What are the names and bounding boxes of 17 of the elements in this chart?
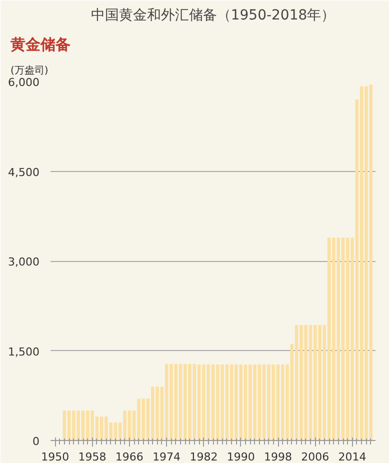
x-tick-label: 1950 [41, 450, 70, 463]
y-tick-label: 3,000 [8, 256, 40, 268]
x-tick-label: 1974 [152, 450, 181, 463]
x-tick-label: 1990 [226, 450, 255, 463]
y-tick-label: 1,500 [8, 345, 40, 358]
y-tick-label: 6,000 [8, 76, 40, 89]
y-tick-label: 4,500 [8, 166, 40, 179]
x-tick-label: 1966 [115, 450, 144, 463]
chart-subtitle: 黄金储备 [10, 36, 70, 54]
x-tick-label: 1998 [264, 450, 292, 463]
x-tick-label: 2006 [301, 450, 330, 463]
x-tick-label: 1982 [190, 450, 218, 463]
y-tick-label: 0 [32, 435, 40, 448]
x-tick-label: 1958 [78, 450, 106, 463]
chart-title: 中国黄金和外汇储备（1950-2018年） [90, 8, 336, 24]
y-axis-title: (万盎司) [10, 64, 48, 76]
x-tick-label: 2014 [338, 450, 366, 463]
